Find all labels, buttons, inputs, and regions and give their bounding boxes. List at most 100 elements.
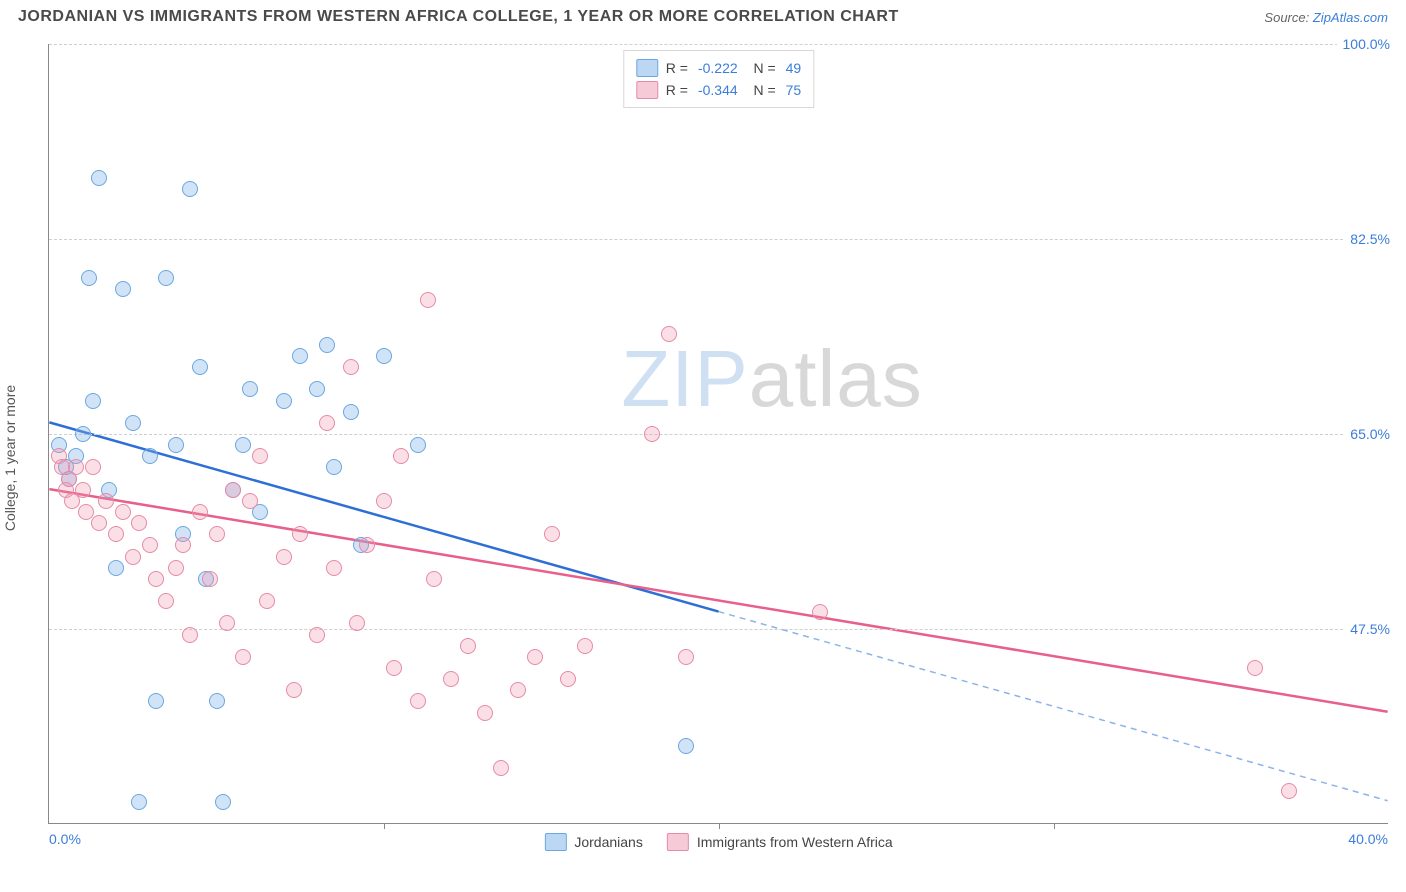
data-point bbox=[544, 526, 560, 542]
n-label: N = bbox=[746, 82, 776, 98]
data-point bbox=[68, 459, 84, 475]
data-point bbox=[142, 537, 158, 553]
data-point bbox=[235, 437, 251, 453]
data-point bbox=[158, 270, 174, 286]
swatch-blue-icon bbox=[544, 833, 566, 851]
data-point bbox=[91, 170, 107, 186]
data-point bbox=[215, 794, 231, 810]
data-point bbox=[192, 504, 208, 520]
data-point bbox=[1281, 783, 1297, 799]
data-point bbox=[168, 560, 184, 576]
r-value-pink: -0.344 bbox=[698, 82, 738, 98]
r-label: R = bbox=[666, 60, 688, 76]
data-point bbox=[343, 404, 359, 420]
n-label: N = bbox=[746, 60, 776, 76]
data-point bbox=[158, 593, 174, 609]
data-point bbox=[560, 671, 576, 687]
n-value-pink: 75 bbox=[786, 82, 802, 98]
data-point bbox=[242, 493, 258, 509]
data-point bbox=[182, 627, 198, 643]
data-point bbox=[242, 381, 258, 397]
legend-label-immigrants: Immigrants from Western Africa bbox=[697, 834, 893, 850]
r-label: R = bbox=[666, 82, 688, 98]
data-point bbox=[286, 682, 302, 698]
data-point bbox=[202, 571, 218, 587]
source-attribution: Source: ZipAtlas.com bbox=[1264, 10, 1388, 25]
data-point bbox=[209, 693, 225, 709]
data-point bbox=[443, 671, 459, 687]
legend-item-immigrants: Immigrants from Western Africa bbox=[667, 833, 893, 851]
data-point bbox=[175, 537, 191, 553]
legend-item-jordanians: Jordanians bbox=[544, 833, 643, 851]
swatch-pink-icon bbox=[667, 833, 689, 851]
series-legend: Jordanians Immigrants from Western Afric… bbox=[544, 833, 892, 851]
legend-row-pink: R = -0.344 N = 75 bbox=[636, 79, 801, 101]
y-tick-label: 65.0% bbox=[1344, 426, 1390, 442]
data-point bbox=[115, 504, 131, 520]
swatch-blue bbox=[636, 59, 658, 77]
data-point bbox=[661, 326, 677, 342]
data-point bbox=[219, 615, 235, 631]
data-point bbox=[410, 437, 426, 453]
data-point bbox=[131, 794, 147, 810]
plot-area: ZIPatlas R = -0.222 N = 49 R = -0.344 N … bbox=[48, 44, 1388, 824]
data-point bbox=[678, 649, 694, 665]
data-point bbox=[527, 649, 543, 665]
data-point bbox=[209, 526, 225, 542]
data-point bbox=[678, 738, 694, 754]
data-point bbox=[142, 448, 158, 464]
data-point bbox=[376, 493, 392, 509]
watermark: ZIPatlas bbox=[621, 333, 922, 425]
watermark-text-a: ZIP bbox=[621, 334, 748, 423]
data-point bbox=[85, 459, 101, 475]
data-point bbox=[326, 560, 342, 576]
data-point bbox=[75, 482, 91, 498]
data-point bbox=[426, 571, 442, 587]
data-point bbox=[108, 526, 124, 542]
y-tick-label: 100.0% bbox=[1337, 36, 1390, 52]
legend-label-jordanians: Jordanians bbox=[574, 834, 643, 850]
data-point bbox=[376, 348, 392, 364]
data-point bbox=[235, 649, 251, 665]
data-point bbox=[252, 448, 268, 464]
source-link[interactable]: ZipAtlas.com bbox=[1313, 10, 1388, 25]
x-tick-mark bbox=[1054, 823, 1055, 829]
data-point bbox=[85, 393, 101, 409]
data-point bbox=[276, 393, 292, 409]
data-point bbox=[420, 292, 436, 308]
n-value-blue: 49 bbox=[786, 60, 802, 76]
x-tick-label: 40.0% bbox=[1348, 831, 1388, 847]
data-point bbox=[225, 482, 241, 498]
y-tick-label: 82.5% bbox=[1344, 231, 1390, 247]
data-point bbox=[493, 760, 509, 776]
chart-container: College, 1 year or more ZIPatlas R = -0.… bbox=[0, 40, 1406, 860]
data-point bbox=[577, 638, 593, 654]
data-point bbox=[98, 493, 114, 509]
data-point bbox=[319, 337, 335, 353]
data-point bbox=[259, 593, 275, 609]
data-point bbox=[108, 560, 124, 576]
data-point bbox=[510, 682, 526, 698]
source-label: Source: bbox=[1264, 10, 1309, 25]
data-point bbox=[168, 437, 184, 453]
data-point bbox=[460, 638, 476, 654]
data-point bbox=[192, 359, 208, 375]
data-point bbox=[309, 627, 325, 643]
gridline bbox=[49, 434, 1388, 435]
data-point bbox=[812, 604, 828, 620]
gridline bbox=[49, 629, 1388, 630]
data-point bbox=[349, 615, 365, 631]
data-point bbox=[359, 537, 375, 553]
data-point bbox=[292, 526, 308, 542]
data-point bbox=[386, 660, 402, 676]
data-point bbox=[319, 415, 335, 431]
y-axis-label: College, 1 year or more bbox=[2, 385, 18, 531]
swatch-pink bbox=[636, 81, 658, 99]
data-point bbox=[115, 281, 131, 297]
data-point bbox=[644, 426, 660, 442]
watermark-text-b: atlas bbox=[749, 334, 923, 423]
data-point bbox=[292, 348, 308, 364]
data-point bbox=[91, 515, 107, 531]
data-point bbox=[148, 571, 164, 587]
data-point bbox=[78, 504, 94, 520]
